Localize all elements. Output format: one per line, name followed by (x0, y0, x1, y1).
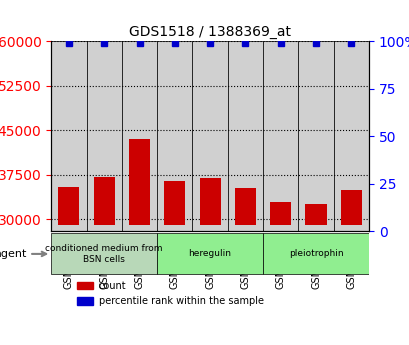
Text: conditioned medium from
BSN cells: conditioned medium from BSN cells (45, 244, 162, 264)
Bar (128, 139, 150, 225)
Bar (199, 178, 220, 225)
Bar (340, 190, 361, 225)
Bar (234, 188, 255, 225)
Bar (51, 41, 86, 231)
Bar (157, 41, 192, 231)
Bar (298, 41, 333, 231)
FancyBboxPatch shape (263, 234, 368, 274)
Bar (263, 41, 298, 231)
Bar (86, 41, 121, 231)
Bar (164, 181, 185, 225)
FancyBboxPatch shape (51, 234, 157, 274)
Text: heregulin: heregulin (188, 249, 231, 258)
Title: GDS1518 / 1388369_at: GDS1518 / 1388369_at (129, 25, 290, 39)
Bar (270, 201, 291, 225)
Text: pleiotrophin: pleiotrophin (288, 249, 342, 258)
Bar (333, 41, 368, 231)
Bar (305, 205, 326, 225)
Bar (93, 177, 115, 225)
Bar (227, 41, 263, 231)
Bar (192, 41, 227, 231)
FancyBboxPatch shape (157, 234, 263, 274)
Bar (121, 41, 157, 231)
Text: count: count (99, 281, 126, 291)
Bar (76, 297, 92, 305)
Bar (58, 187, 79, 225)
Text: agent: agent (0, 249, 46, 259)
Bar (76, 282, 92, 289)
Text: percentile rank within the sample: percentile rank within the sample (99, 296, 263, 306)
